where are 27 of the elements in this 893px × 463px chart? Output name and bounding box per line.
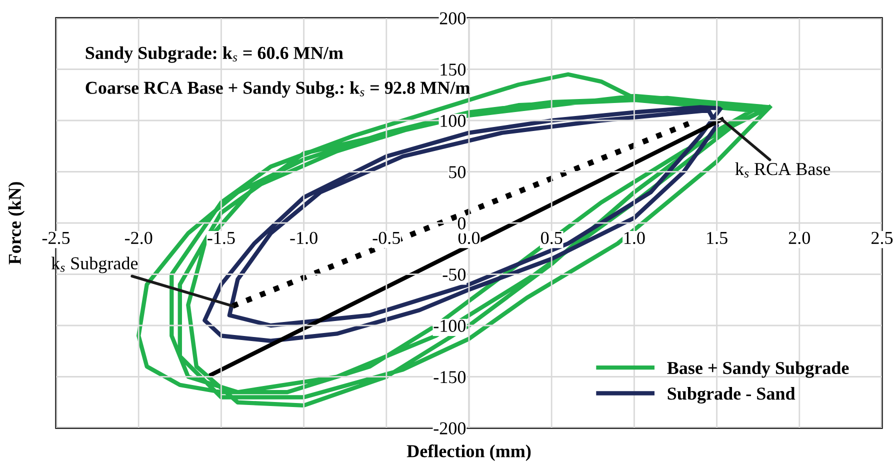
x-tick-label: 2.5 — [872, 232, 893, 244]
annotation: k$_{s}$ RCA Base — [735, 162, 830, 178]
y-tick-label: 200 — [440, 12, 466, 24]
legend-label: Base + Sandy Subgrade — [667, 361, 849, 378]
annotation: Coarse RCA Base + Sandy Subg.: k$_{s}$ = 92.8 MN/m — [86, 81, 470, 98]
x-tick-label: -0.5 — [372, 232, 400, 244]
y-tick-label: -100 — [434, 320, 466, 332]
x-tick-label: 0.0 — [458, 232, 480, 244]
x-tick-label: -1.0 — [290, 232, 318, 244]
y-tick-label: 0 — [458, 217, 466, 230]
y-tick-label: 100 — [440, 114, 466, 127]
x-tick-label: -2.5 — [42, 232, 70, 244]
y-tick-label: 50 — [449, 166, 466, 178]
x-tick-label: 2.0 — [788, 232, 810, 244]
y-tick-label: -200 — [434, 422, 466, 434]
x-axis-title: Deflection (mm) — [406, 444, 531, 461]
y-tick-label: -150 — [434, 371, 466, 384]
x-tick-label: -2.0 — [124, 232, 152, 244]
y-axis-title: Force (kN) — [8, 182, 25, 264]
x-tick-label: 0.5 — [541, 232, 562, 244]
y-tick-label: -50 — [442, 268, 466, 281]
x-tick-label: 1.0 — [624, 232, 645, 244]
annotation: Sandy Subgrade: k$_{s}$ = 60.6 MN/m — [86, 46, 344, 63]
x-tick-label: 1.5 — [707, 232, 728, 244]
legend-label: Subgrade - Sand — [668, 387, 796, 404]
y-tick-label: 150 — [440, 64, 466, 76]
x-tick-label: -1.5 — [208, 232, 235, 244]
